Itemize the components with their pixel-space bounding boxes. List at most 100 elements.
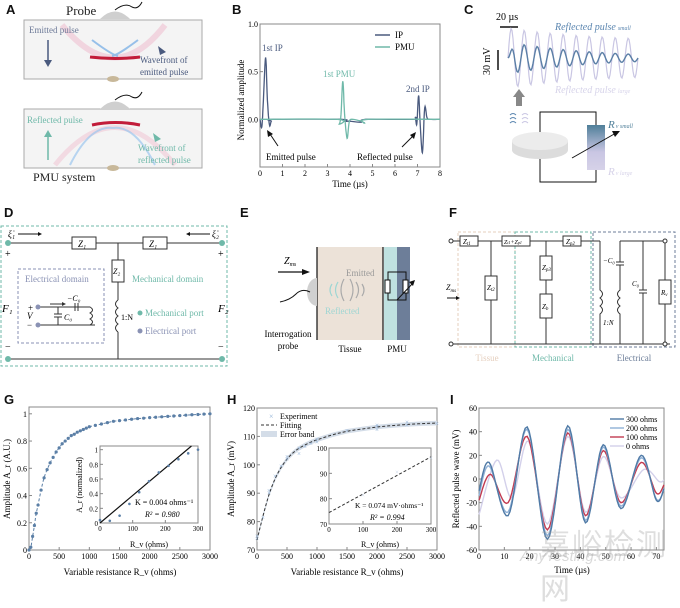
reflected-pulse-small-wave: [507, 43, 639, 74]
rv-label: Rv: [660, 289, 668, 298]
c0-label: C₀: [632, 280, 640, 288]
experiment-marker: ×: [285, 456, 289, 464]
inset-data-point: [98, 518, 102, 522]
experiment-marker: ×: [273, 473, 277, 481]
resistor-variable: [402, 279, 409, 294]
x-tick-label: 30: [551, 552, 559, 561]
data-point: [31, 534, 35, 538]
arrow-reflected: [401, 135, 414, 148]
panel-label-b: B: [232, 2, 242, 17]
data-point: [63, 439, 67, 443]
experiment-marker: ×: [279, 463, 283, 471]
emitted-pulse-label: Emitted pulse: [29, 25, 79, 35]
watermark-en: AnyTesting.com: [520, 548, 627, 565]
x-tick-label: 100: [127, 525, 138, 533]
panel-f: F Zms Zt1 Zt1+Zp1 Zp2 Zt2: [445, 190, 680, 370]
y-tick-label: -40: [466, 522, 477, 531]
electrical-port-legend: Electrical port: [145, 326, 197, 336]
annotation-1st-ip: 1st IP: [262, 43, 283, 53]
data-point: [172, 414, 176, 418]
inset-k-annotation: K = 0.004 ohms⁻¹: [135, 498, 194, 507]
panel-label-h: H: [227, 392, 237, 407]
time-scale-label: 20 µs: [496, 12, 518, 23]
legend-label-ip: IP: [395, 30, 403, 40]
x-tick-label: 500: [53, 552, 65, 561]
variable-resistor: [587, 125, 605, 170]
plus-left: +: [5, 249, 11, 260]
experiment-marker: ×: [303, 443, 307, 451]
probe-icon-2: [100, 101, 130, 109]
x-tick-label: 0: [98, 525, 102, 533]
experiment-marker: ×: [297, 450, 301, 458]
legend-label: 0 ohms: [626, 442, 649, 451]
down-arrow-icon: [44, 60, 52, 67]
x-tick-label: 4: [348, 169, 352, 178]
y-tick-label: 20: [469, 451, 477, 460]
port-dot: [5, 356, 11, 362]
reflected-wavefront: [91, 121, 141, 127]
x-tick-label: 2500: [172, 552, 188, 561]
x-tick-label: 1500: [339, 552, 355, 561]
zms-arrow-icon: [302, 269, 310, 275]
panel-label-c: C: [464, 2, 474, 17]
experiment-marker: ×: [435, 420, 439, 428]
y-axis-label: Amplitude A_r (mV): [226, 441, 236, 517]
data-point: [93, 423, 97, 427]
reflected-large-label: Reflected pulse large: [554, 85, 631, 96]
data-point: [123, 418, 128, 422]
x-axis-label: Time (µs): [554, 565, 590, 575]
experiment-marker: ×: [285, 453, 289, 461]
data-point: [196, 412, 200, 417]
inset-r2-annotation: R² = 0.980: [144, 510, 180, 519]
panel-e: E Zms Emitted Reflected Interrogation pr…: [230, 190, 445, 370]
data-point: [84, 426, 88, 430]
legend-label: 100 ohms: [626, 433, 657, 442]
tissue-label: Tissue: [338, 344, 361, 354]
electrical-label: Electrical: [617, 353, 652, 363]
zp2-label: Zp2: [566, 238, 575, 247]
y-tick-label: -60: [466, 546, 477, 555]
data-point: [202, 412, 206, 416]
y-tick-label: 90: [247, 489, 255, 498]
x-tick-label: 7: [416, 169, 420, 178]
data-point: [148, 416, 152, 420]
experiment-marker: ×: [267, 490, 271, 498]
up-arrow-icon: [44, 130, 52, 137]
data-point: [78, 429, 82, 433]
pmu-system-label: PMU system: [33, 170, 96, 184]
experiment-marker: ×: [405, 419, 409, 427]
x-tick-label: 3000: [202, 552, 218, 561]
y-tick-label: 90: [320, 470, 328, 478]
z1-left: [71, 236, 97, 250]
emitted-label: Emitted: [346, 268, 375, 278]
inset-frame: [328, 447, 432, 525]
data-point: [42, 476, 46, 480]
z1-left-label: Z₁: [78, 239, 86, 249]
x-tick-label: 300: [426, 526, 437, 534]
wavefront-emitted-label-2: emitted pulse: [140, 67, 188, 77]
neg-c0-label: −C₀: [603, 257, 615, 265]
panel-label-g: G: [4, 392, 15, 407]
x-tick-label: 3: [326, 169, 330, 178]
data-point: [34, 511, 38, 515]
panel-label-a: A: [6, 2, 16, 17]
electrical-domain-box: [17, 268, 105, 344]
data-point: [87, 425, 91, 429]
data-point: [81, 427, 85, 432]
ratio-label: 1:N: [603, 319, 614, 327]
series-line-300-ohms: [478, 424, 665, 541]
data-point: [69, 434, 73, 438]
legend-marker-experiment: ×: [269, 412, 274, 421]
y-tick-label: 1: [23, 410, 27, 419]
data-point: [29, 545, 33, 549]
inset-data-point: [128, 502, 131, 506]
neg-c0-label: −C₀: [67, 294, 81, 303]
electrical-domain-label: Electrical domain: [25, 274, 89, 284]
y-tick-label: 80: [320, 496, 328, 504]
v-label: V: [27, 311, 34, 321]
y-tick-label: 1: [95, 447, 99, 455]
inset-experiment-marker: ×: [361, 491, 365, 499]
probe-label-1: Interrogation: [265, 329, 312, 339]
experiment-marker: ×: [255, 535, 259, 543]
y-tick-label: 120: [243, 404, 255, 413]
